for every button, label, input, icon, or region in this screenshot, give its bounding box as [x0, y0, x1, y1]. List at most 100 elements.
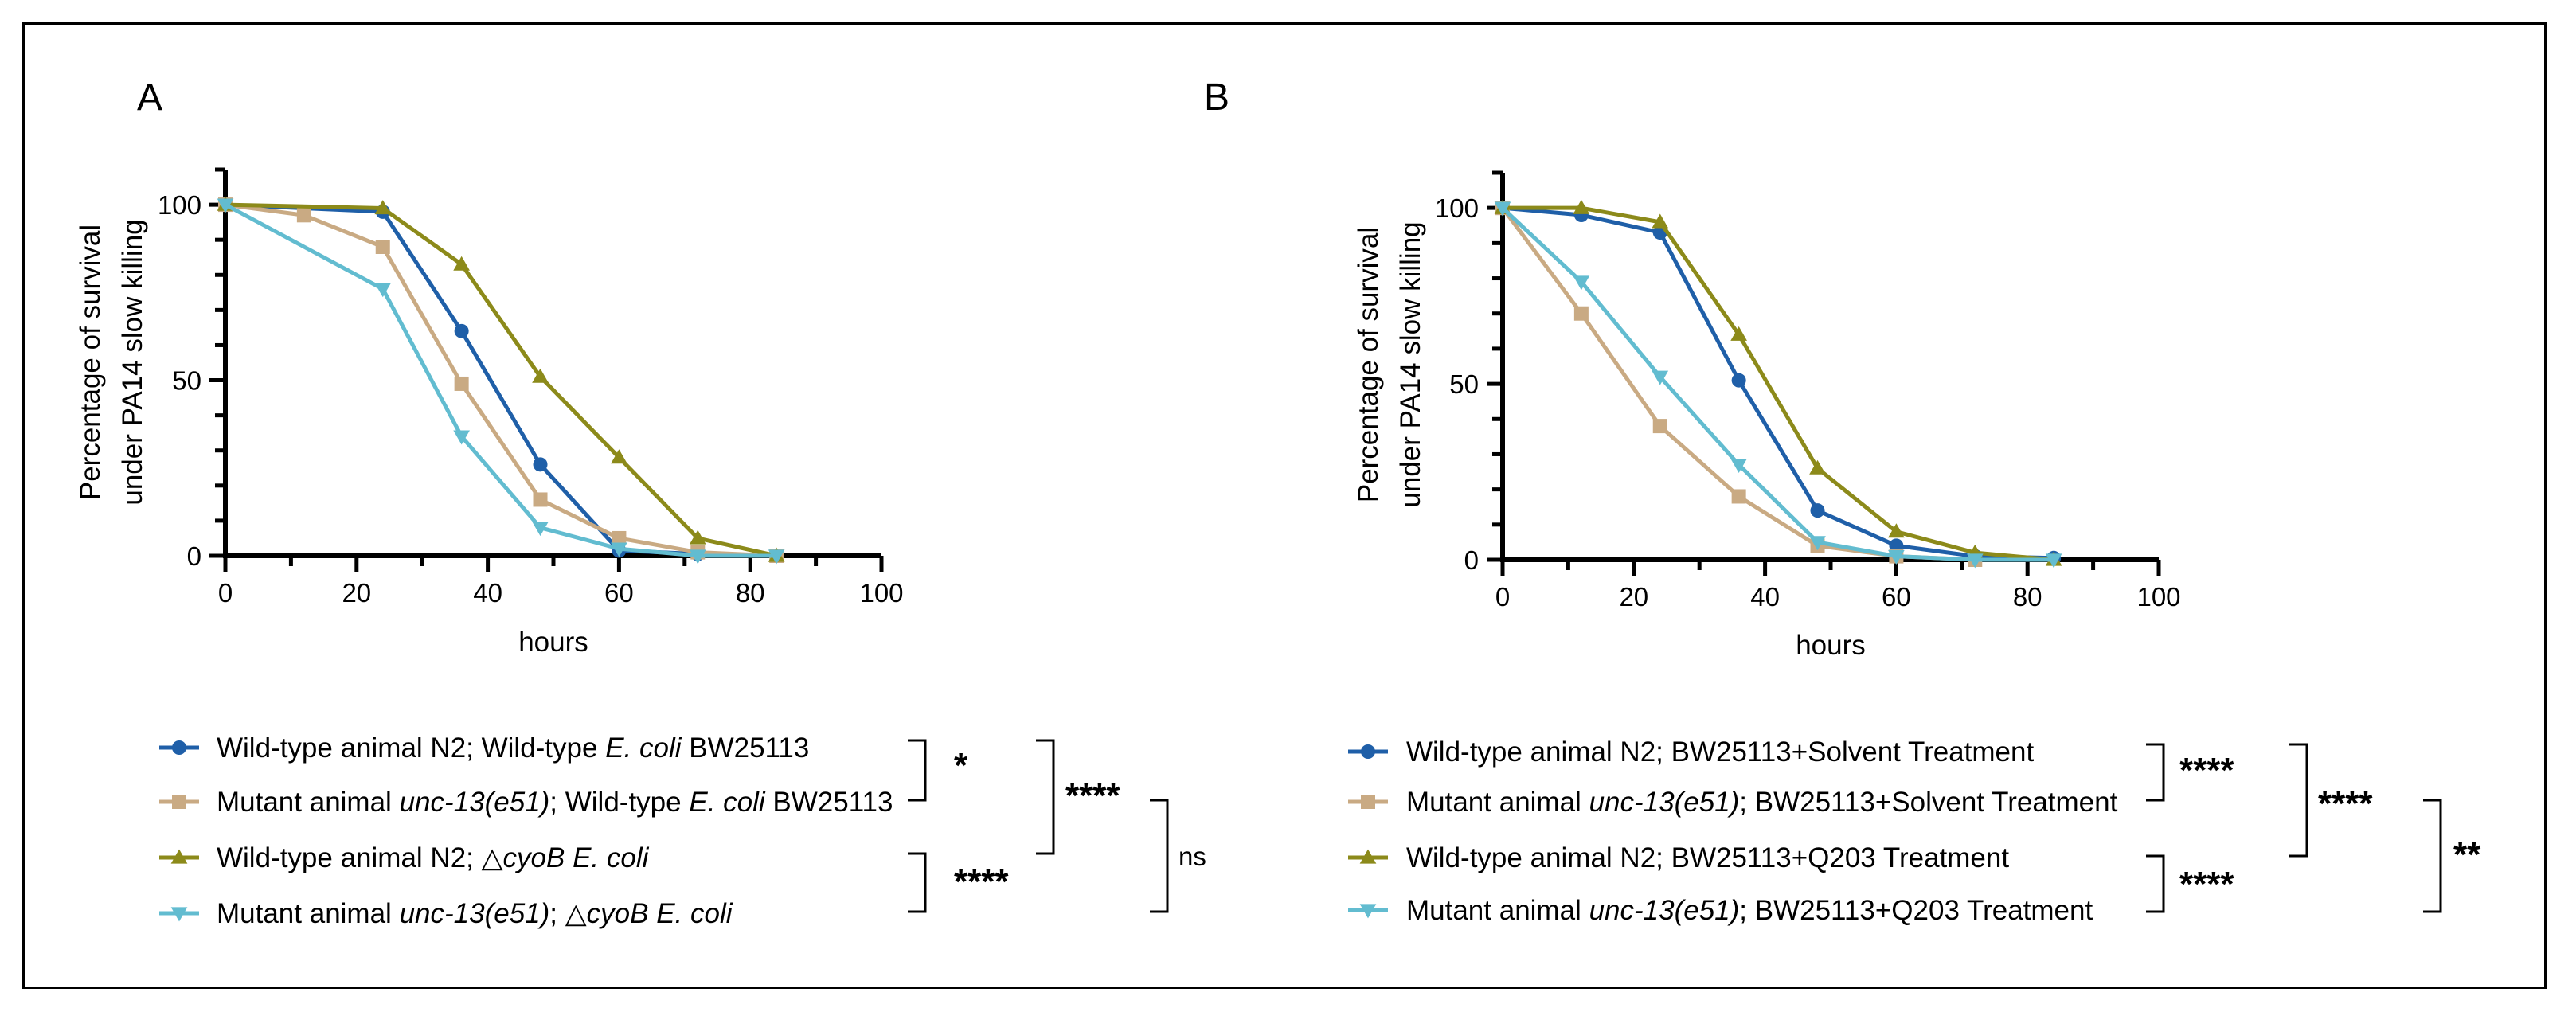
panel-a-x-tick-label: 0 [218, 578, 233, 608]
panel-a-legend-label: Mutant animal unc-13(e51); △cyoB E. coli [217, 898, 733, 929]
panel-a-significance-bracket [1036, 739, 1055, 855]
panel-b-legend-marker [1361, 795, 1375, 809]
figure-frame [22, 22, 2547, 989]
panel-a-x-tick-label: 20 [342, 578, 371, 608]
panel-b-point-wt-n2-q203 [1652, 213, 1669, 229]
panel-a-point-unc13-cyob [532, 522, 549, 537]
panel-b-y-tick-label: 100 [1435, 193, 1479, 223]
panel-a-point-wt-n2-cyob [453, 256, 470, 271]
panel-b-point-unc13-q203 [1730, 459, 1747, 474]
panel-b-point-unc13-q203 [1573, 275, 1590, 291]
panel-b-x-tick-label: 0 [1495, 582, 1510, 611]
panel-b-legend-label: Wild-type animal N2; BW25113+Solvent Tre… [1406, 737, 2034, 768]
panel-a-significance-label: ns [1179, 842, 1206, 871]
panel-a-point-unc13-bw25113 [375, 240, 390, 254]
panel-a-significance-bracket [908, 852, 927, 913]
panel-b-significance-label: **** [2179, 751, 2234, 790]
panel-b-x-axis-title: hours [1796, 630, 1866, 661]
panel-b-point-unc13-q203 [1966, 553, 1984, 569]
panel-b-series-line-wt-n2-q203 [1503, 205, 2054, 562]
panel-b-point-unc13-q203 [1809, 536, 1826, 551]
panel-b-point-unc13-q203 [1888, 549, 1905, 565]
panel-a-y-tick-label: 100 [158, 190, 201, 220]
panel-a-point-unc13-cyob [453, 430, 470, 445]
panel-b-letter: B [1204, 76, 1229, 119]
panel-a-significance-label: **** [954, 862, 1009, 901]
panel-a-point-unc13-cyob [374, 283, 392, 298]
panel-b-point-wt-n2-q203 [1730, 326, 1747, 341]
panel-a-significance-label: **** [1065, 776, 1120, 815]
panel-a-point-unc13-bw25113 [533, 492, 548, 507]
panel-a-series-line-wt-n2-cyob [225, 202, 777, 558]
panel-a-point-wt-n2-cyob [689, 529, 706, 545]
panel-a-legend-marker [172, 795, 186, 809]
panel-b-y-axis-title-line: Percentage of survival [1353, 227, 1384, 502]
panel-b-point-unc13-q203 [1652, 370, 1669, 385]
panel-a-series-line-unc13-cyob [224, 202, 777, 558]
panel-b-significance-label: **** [2179, 865, 2234, 904]
panel-b-legend-marker [1359, 849, 1377, 864]
panel-b-legend-marker [1359, 904, 1377, 919]
panel-a-legend-marker [172, 740, 186, 755]
panel-b-significance-bracket [2146, 854, 2165, 913]
panel-a-point-unc13-bw25113 [296, 208, 311, 223]
panel-b-y-tick-label: 0 [1464, 545, 1479, 575]
panel-a-point-wt-n2-cyob [374, 200, 392, 215]
panel-b-point-wt-n2-q203 [1809, 459, 1826, 475]
panel-b-x-tick-label: 80 [2013, 582, 2042, 611]
panel-b-point-unc13-q203 [2045, 553, 2062, 569]
panel-a-point-unc13-cyob [217, 198, 234, 213]
panel-a-legend-marker [170, 849, 188, 864]
panel-a-x-tick-label: 40 [473, 578, 502, 608]
panel-a-point-unc13-cyob [768, 549, 785, 565]
panel-b-significance-bracket [2146, 743, 2165, 802]
panel-b-point-wt-n2-q203 [1888, 523, 1905, 538]
panel-a-point-wt-n2-bw25113 [454, 323, 469, 338]
panel-a-legend-label: Wild-type animal N2; △cyoB E. coli [217, 842, 650, 873]
panel-b-series-line-wt-n2-solvent [1502, 205, 2054, 561]
panel-b-point-wt-n2-q203 [1573, 199, 1590, 214]
panel-a-series-line-wt-n2-bw25113 [225, 202, 777, 558]
panel-b-legend-label: Wild-type animal N2; BW25113+Q203 Treatm… [1406, 842, 2009, 873]
panel-b-y-axis-title-line: under PA14 slow killing [1395, 221, 1426, 507]
panel-b-x-tick-label: 20 [1619, 582, 1648, 611]
panel-b-legend-marker [1361, 744, 1375, 759]
panel-a-y-tick-label: 0 [187, 541, 201, 571]
panel-b-point-wt-n2-solvent [1810, 503, 1825, 518]
panel-a-legend-label: Mutant animal unc-13(e51); Wild-type E. … [217, 787, 893, 818]
panel-a-y-axis-title-line: under PA14 slow killing [117, 219, 148, 505]
panel-b-x-tick-label: 60 [1882, 582, 1911, 611]
panel-b-legend-label: Mutant animal unc-13(e51); BW25113+Solve… [1406, 787, 2118, 818]
panel-b-x-tick-label: 40 [1750, 582, 1780, 611]
panel-a-point-unc13-cyob [689, 549, 706, 565]
panel-b-legend-label: Mutant animal unc-13(e51); BW25113+Q203 … [1406, 895, 2093, 926]
panel-a-legend-marker [170, 907, 188, 922]
panel-b-x-tick-label: 100 [2136, 582, 2180, 611]
panel-a-point-wt-n2-cyob [611, 449, 627, 464]
panel-a-significance-bracket [908, 739, 927, 802]
panel-a-x-tick-label: 60 [604, 578, 634, 608]
panel-a-significance-label: * [954, 746, 968, 785]
panel-b-significance-label: **** [2318, 784, 2373, 823]
panel-b-point-unc13-solvent [1573, 306, 1589, 321]
panel-b-significance-bracket [2289, 743, 2308, 858]
panel-b-point-unc13-solvent [1652, 419, 1667, 434]
panel-a-legend-label: Wild-type animal N2; Wild-type E. coli B… [217, 733, 809, 764]
panel-b-series-line-unc13-q203 [1501, 206, 2054, 562]
panel-a-point-wt-n2-bw25113 [533, 457, 548, 472]
panel-a-series-line-unc13-bw25113 [225, 202, 777, 558]
panel-a-x-tick-label: 100 [859, 578, 903, 608]
panel-a-point-unc13-bw25113 [454, 376, 469, 391]
panel-a-point-unc13-bw25113 [612, 530, 627, 545]
panel-a-significance-bracket [1150, 799, 1169, 913]
panel-b-y-tick-label: 50 [1449, 369, 1479, 399]
panel-b-point-wt-n2-solvent [1731, 373, 1746, 388]
panel-a-letter: A [137, 76, 162, 119]
panel-b-point-unc13-solvent [1731, 489, 1746, 504]
panel-a-y-tick-label: 50 [172, 366, 201, 396]
panel-b-significance-bracket [2423, 799, 2442, 913]
panel-a-x-tick-label: 80 [736, 578, 765, 608]
panel-b-significance-label: ** [2453, 835, 2481, 874]
panel-b-point-unc13-q203 [1494, 201, 1511, 217]
